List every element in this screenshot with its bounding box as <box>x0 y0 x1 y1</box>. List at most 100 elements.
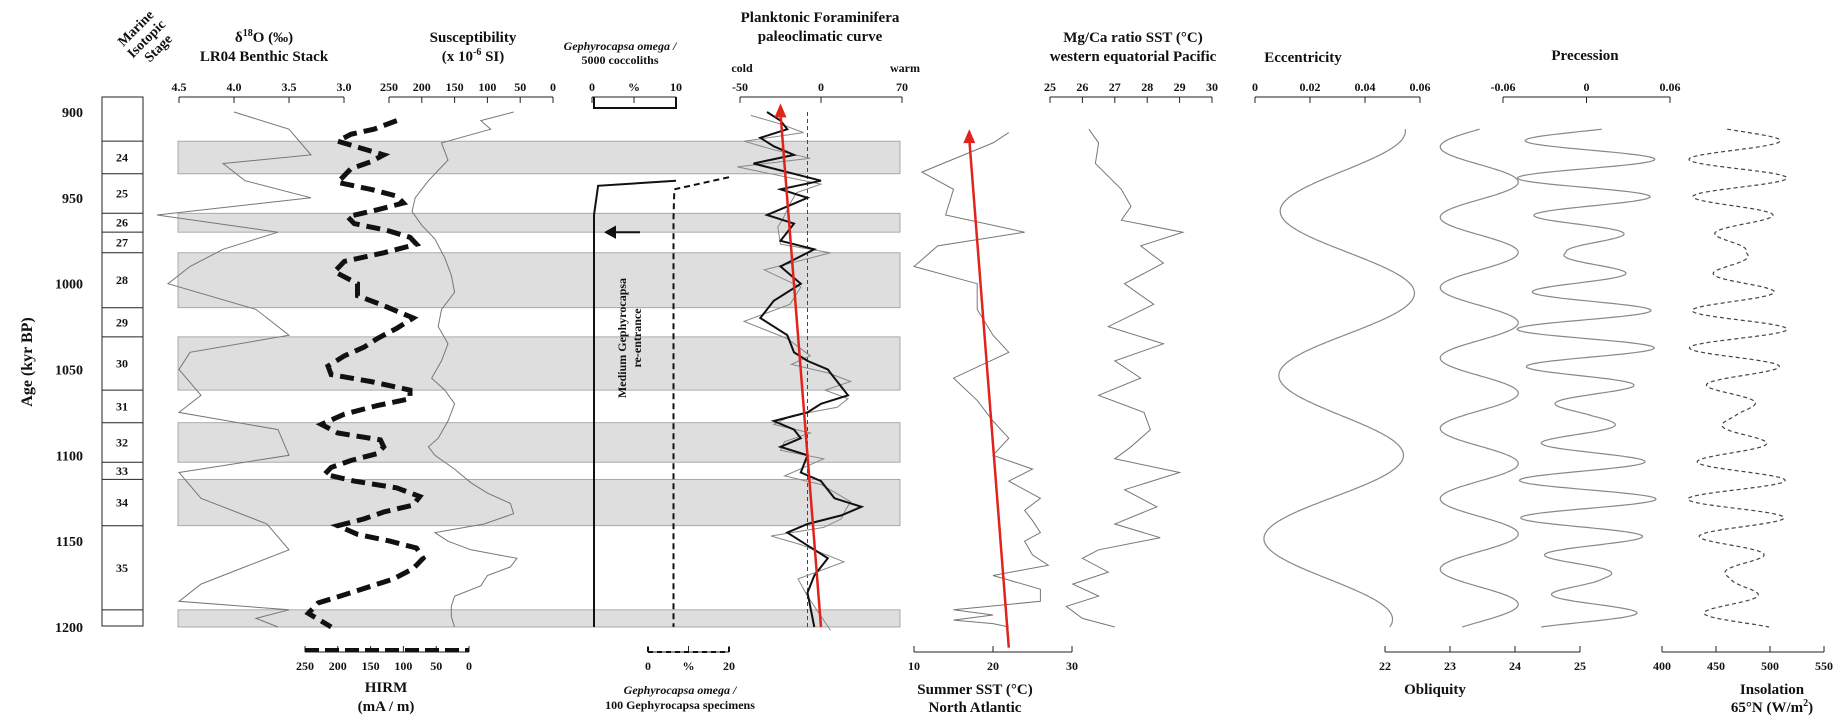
foram-tick-label: -50 <box>732 80 748 94</box>
precession-tick-label: -0.06 <box>1491 80 1516 94</box>
reentrance-arrow <box>603 225 640 239</box>
summer-sst-curve <box>912 132 1050 628</box>
foram-raw-curve <box>737 114 853 631</box>
foram-cold-label: cold <box>731 61 753 75</box>
eccentricity-title: Eccentricity <box>1264 50 1342 66</box>
stage-label-30: 30 <box>116 356 128 370</box>
isotopic-stage-column: Marine Isotopic Stage 24 25 26 27 28 29 30 31 32… <box>101 8 176 627</box>
hirm-title: HIRM <box>365 680 408 696</box>
stage-label-28: 28 <box>116 273 128 287</box>
precession-tick-label: 0.06 <box>1660 80 1681 94</box>
data-curves <box>156 103 1788 648</box>
mgca-tick-label: 25 <box>1044 80 1056 94</box>
insolation-tick-label: 550 <box>1815 659 1833 673</box>
precession-tick-label: 0 <box>1584 80 1590 94</box>
hirm-tick-label: 100 <box>394 659 412 673</box>
obliquity-curve <box>1439 128 1519 628</box>
gephyro-bottom-bracket <box>647 644 730 653</box>
obliquity-tick-label: 22 <box>1379 659 1391 673</box>
insolation-curve <box>1687 128 1788 628</box>
age-tick-950: 950 <box>62 192 83 207</box>
summer-sst-tick-label: 30 <box>1066 659 1078 673</box>
summer-sst-tick-label: 20 <box>987 659 999 673</box>
age-tick-1000: 1000 <box>55 278 83 293</box>
hirm-tick-label: 250 <box>296 659 314 673</box>
glacial-band-32 <box>177 422 901 463</box>
obliquity-tick-label: 25 <box>1574 659 1586 673</box>
eccentricity-tick-label: 0.04 <box>1355 80 1376 94</box>
glacial-stage-bands <box>177 140 901 628</box>
glacial-band-26 <box>177 212 901 233</box>
eccentricity-tick-label: 0.02 <box>1300 80 1321 94</box>
mgca-tick-label: 28 <box>1141 80 1153 94</box>
glacial-band-34 <box>177 478 901 527</box>
eccentricity-tick-label: 0.06 <box>1410 80 1431 94</box>
d18o-tick-label: 4.5 <box>172 80 187 94</box>
precession-title: Precession <box>1551 48 1619 64</box>
foram-tick-label: 0 <box>818 80 824 94</box>
susceptibility-units: (x 10-6 SI) <box>442 47 505 65</box>
gephyro-top-tick-label: 10 <box>670 80 682 94</box>
gephyro-omega-5000-curve <box>593 179 677 627</box>
gephyro-annotation-line-2: re-entrance <box>630 308 644 368</box>
insolation-tick-label: 450 <box>1707 659 1725 673</box>
stage-label-35: 35 <box>116 561 128 575</box>
susceptibility-tick-label: 200 <box>413 80 431 94</box>
mgca-title: Mg/Ca ratio SST (°C) <box>1063 30 1202 46</box>
glacial-band-bottom <box>177 609 901 628</box>
d18o-tick-label: 3.5 <box>282 80 297 94</box>
stage-label-26: 26 <box>116 216 128 230</box>
foram-tick-label: 70 <box>896 80 908 94</box>
gephyro-top-tick-label: % <box>628 80 640 94</box>
stage-label-31: 31 <box>116 399 128 413</box>
age-axis: Age (kyr BP) 900 950 1000 1050 1100 1150 1200 <box>19 106 83 636</box>
d18o-tick-label: 3.0 <box>337 80 352 94</box>
summer-sst-trend-arrow-head <box>963 129 976 144</box>
d18o-curve <box>156 111 313 628</box>
d18o-title: δ18O (‰) <box>235 28 293 46</box>
d18o-subtitle: LR04 Benthic Stack <box>200 49 329 65</box>
hirm-tick-label: 200 <box>329 659 347 673</box>
summer-sst-title: Summer SST (°C) <box>917 682 1032 698</box>
foram-subtitle: paleoclimatic curve <box>758 29 883 45</box>
precession-curve <box>1516 128 1657 628</box>
susceptibility-tick-label: 100 <box>478 80 496 94</box>
gephyro-bottom-title: Gephyrocapsa omega / <box>624 683 738 697</box>
age-tick-1200: 1200 <box>55 621 83 636</box>
gephyro-top-subtitle: 5000 coccoliths <box>582 53 659 67</box>
gephyro-bottom-subtitle: 100 Gephyrocapsa specimens <box>605 698 755 712</box>
summer-sst-subtitle: North Atlantic <box>929 700 1022 716</box>
age-tick-1050: 1050 <box>55 364 83 379</box>
glacial-band-28 <box>177 252 901 309</box>
susceptibility-tick-label: 0 <box>550 80 556 94</box>
stage-label-24: 24 <box>116 150 128 164</box>
foram-title: Planktonic Foraminifera <box>741 10 900 26</box>
age-tick-900: 900 <box>62 106 83 121</box>
obliquity-tick-label: 23 <box>1444 659 1456 673</box>
hirm-tick-label: 50 <box>430 659 442 673</box>
obliquity-title: Obliquity <box>1404 682 1466 698</box>
mis-column-frame <box>101 96 144 627</box>
glacial-band-30 <box>177 336 901 391</box>
age-tick-1100: 1100 <box>56 449 83 464</box>
stage-label-32: 32 <box>116 435 128 449</box>
stage-label-29: 29 <box>116 315 128 329</box>
gephyro-top-title: Gephyrocapsa omega / <box>564 39 678 53</box>
mgca-tick-label: 27 <box>1109 80 1121 94</box>
d18o-tick-label: 4.0 <box>227 80 242 94</box>
susceptibility-tick-label: 250 <box>380 80 398 94</box>
insolation-subtitle: 65°N (W/m2) <box>1731 698 1813 716</box>
hirm-curve <box>304 118 427 630</box>
foram-smoothed-curve <box>753 111 865 628</box>
gephyro-top-tick-label: 0 <box>589 80 595 94</box>
mgca-curve <box>1065 128 1185 628</box>
stage-label-25: 25 <box>116 187 128 201</box>
summer-sst-trend-arrow-line <box>968 139 1011 648</box>
foram-warm-label: warm <box>890 61 920 75</box>
susceptibility-title: Susceptibility <box>430 30 517 46</box>
susceptibility-tick-label: 50 <box>514 80 526 94</box>
foram-trend-arrow-head <box>774 103 787 118</box>
stage-label-27: 27 <box>116 235 128 249</box>
eccentricity-tick-label: 0 <box>1252 80 1258 94</box>
